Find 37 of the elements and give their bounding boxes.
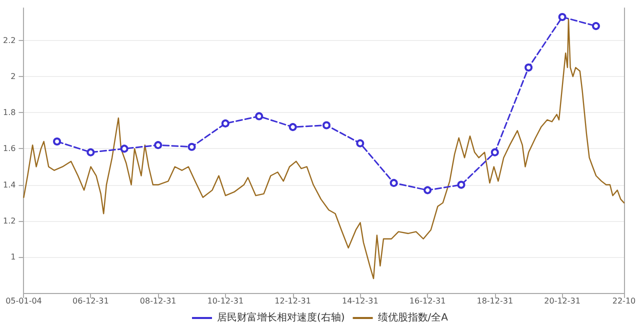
point (86, 148, 95, 156)
x-tick-label: 22-10 (612, 296, 636, 306)
point (558, 13, 566, 22)
y-tick-label: 1.4 (2, 180, 16, 190)
point (221, 119, 230, 128)
point (524, 64, 533, 72)
x-tick-label: 05-01-04 (6, 296, 42, 306)
point (255, 112, 264, 120)
point (53, 137, 62, 146)
x-tick-label: 14-12-31 (342, 296, 378, 306)
x-tick-label: 18-12-31 (476, 296, 514, 306)
x-tick-label: 16-12-31 (409, 296, 446, 306)
y-tick-label: 2 (10, 72, 16, 82)
legend-label: 绩优股指数/全A (378, 312, 448, 324)
y-tick-label: 1 (10, 252, 16, 262)
point (490, 148, 499, 156)
point (457, 180, 466, 189)
point (390, 178, 398, 187)
y-tick-label: 1.6 (2, 144, 16, 154)
point (592, 22, 600, 30)
x-tick-label: 06-12-31 (72, 296, 109, 306)
point (154, 141, 162, 150)
y-tick-label: 1.8 (2, 108, 16, 118)
x-tick-label: 12-12-31 (274, 296, 311, 306)
legend-label: 居民财富增长相对速度(右轴) (216, 312, 345, 324)
line-series (23, 18, 625, 280)
point (356, 139, 364, 148)
point (188, 142, 196, 151)
y-tick-label: 1.2 (2, 216, 16, 226)
y-tick-label: 2.2 (2, 36, 16, 45)
x-tick-label: 08-12-31 (140, 296, 176, 306)
point (120, 144, 128, 153)
x-tick-label: 20-12-31 (544, 296, 580, 306)
point (424, 186, 432, 194)
x-tick-label: 10-12-31 (207, 296, 244, 306)
point (288, 123, 297, 132)
point (322, 121, 330, 130)
